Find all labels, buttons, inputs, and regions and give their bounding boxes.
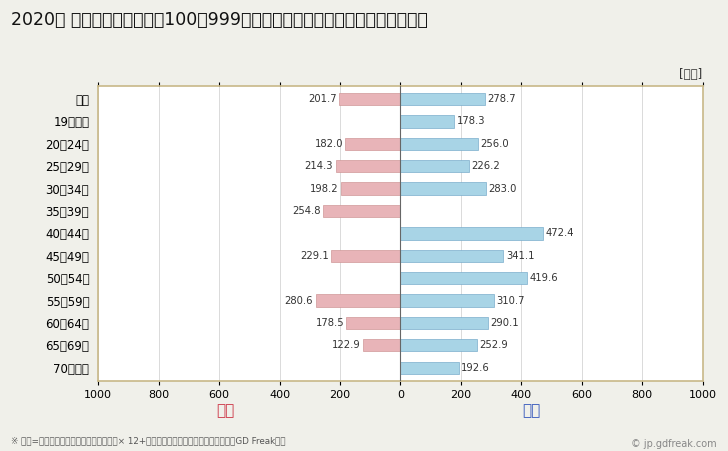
Bar bbox=[400, 160, 469, 172]
Text: 178.3: 178.3 bbox=[456, 116, 485, 126]
Bar bbox=[400, 295, 494, 307]
Text: 198.2: 198.2 bbox=[309, 184, 338, 193]
Text: 290.1: 290.1 bbox=[491, 318, 519, 328]
Text: © jp.gdfreak.com: © jp.gdfreak.com bbox=[631, 439, 717, 449]
Bar bbox=[331, 249, 400, 262]
Bar bbox=[347, 317, 400, 329]
Bar bbox=[339, 93, 400, 105]
Text: 254.8: 254.8 bbox=[293, 206, 321, 216]
Bar bbox=[400, 362, 459, 374]
Text: 226.2: 226.2 bbox=[471, 161, 500, 171]
Text: 男性: 男性 bbox=[522, 403, 541, 418]
Text: 278.7: 278.7 bbox=[487, 94, 515, 104]
Text: [万円]: [万円] bbox=[679, 68, 703, 81]
Bar bbox=[363, 339, 400, 351]
Text: 310.7: 310.7 bbox=[496, 295, 525, 305]
Text: 419.6: 419.6 bbox=[529, 273, 558, 283]
Text: 192.6: 192.6 bbox=[461, 363, 490, 373]
Text: 201.7: 201.7 bbox=[309, 94, 337, 104]
Text: 女性: 女性 bbox=[216, 403, 235, 418]
Bar bbox=[316, 295, 400, 307]
Bar bbox=[400, 115, 454, 128]
Text: 280.6: 280.6 bbox=[285, 295, 313, 305]
Bar bbox=[400, 138, 478, 150]
Text: 229.1: 229.1 bbox=[300, 251, 329, 261]
Text: 2020年 民間企業（従業者数100～999人）フルタイム労働者の男女別平均年収: 2020年 民間企業（従業者数100～999人）フルタイム労働者の男女別平均年収 bbox=[11, 11, 427, 29]
Text: 182.0: 182.0 bbox=[314, 139, 343, 149]
Text: 472.4: 472.4 bbox=[545, 228, 574, 239]
Text: 122.9: 122.9 bbox=[332, 341, 361, 350]
Bar bbox=[400, 249, 504, 262]
Bar bbox=[400, 93, 485, 105]
Text: 283.0: 283.0 bbox=[488, 184, 517, 193]
Bar bbox=[400, 272, 527, 284]
Bar bbox=[400, 317, 488, 329]
Bar bbox=[400, 227, 543, 239]
Text: 252.9: 252.9 bbox=[479, 341, 508, 350]
Text: 214.3: 214.3 bbox=[305, 161, 333, 171]
Bar bbox=[345, 138, 400, 150]
Text: 256.0: 256.0 bbox=[480, 139, 509, 149]
Text: 178.5: 178.5 bbox=[315, 318, 344, 328]
Bar bbox=[341, 183, 400, 195]
Bar bbox=[323, 205, 400, 217]
Text: ※ 年収=「きまって支給する現金給与額」× 12+「年間賞与その他特別給与額」としてGD Freak推計: ※ 年収=「きまって支給する現金給与額」× 12+「年間賞与その他特別給与額」と… bbox=[11, 437, 285, 446]
Bar bbox=[400, 339, 477, 351]
Bar bbox=[400, 183, 486, 195]
Bar bbox=[336, 160, 400, 172]
Text: 341.1: 341.1 bbox=[506, 251, 534, 261]
